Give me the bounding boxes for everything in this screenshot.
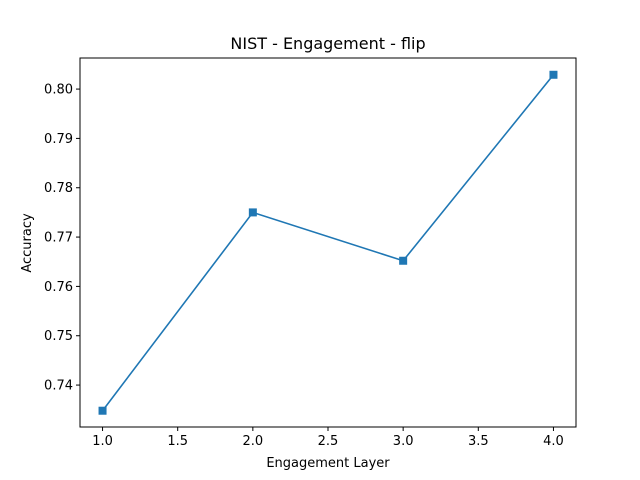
y-tick-label: 0.76 [44, 280, 73, 295]
plot-frame [79, 57, 577, 428]
series-line [101, 74, 555, 412]
chart-title: NIST - Engagement - flip [230, 34, 425, 53]
data-point [248, 208, 257, 217]
x-tick-label: 3.5 [468, 434, 489, 449]
x-tick-label: 1.5 [167, 434, 188, 449]
data-point [549, 70, 558, 79]
y-axis-label: Accuracy [20, 213, 35, 273]
y-tick-label: 0.75 [44, 329, 73, 344]
y-tick-label: 0.74 [44, 379, 73, 394]
x-tick-label: 1.0 [92, 434, 113, 449]
x-tick-label: 2.0 [243, 434, 264, 449]
x-axis-ticks: 1.0 1.5 2.0 2.5 3.0 3.5 4.0 [92, 427, 564, 449]
y-tick-label: 0.79 [44, 132, 73, 147]
x-tick-label: 4.0 [543, 434, 564, 449]
y-tick-label: 0.77 [44, 231, 73, 246]
y-tick-label: 0.78 [44, 181, 73, 196]
y-axis-ticks: 0.74 0.75 0.76 0.77 0.78 0.79 0.80 [44, 83, 80, 394]
series-layer [98, 70, 558, 415]
data-point [399, 256, 408, 265]
y-tick-label: 0.80 [44, 83, 73, 98]
x-tick-label: 2.5 [318, 434, 339, 449]
x-axis-label: Engagement Layer [266, 456, 390, 471]
data-point [98, 406, 107, 415]
x-tick-label: 3.0 [393, 434, 414, 449]
